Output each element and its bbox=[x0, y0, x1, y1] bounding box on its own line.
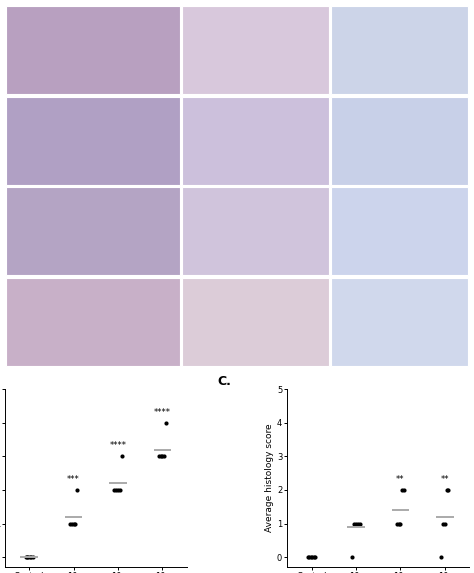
Point bbox=[22, 552, 29, 562]
Bar bbox=[331, 97, 468, 185]
Point bbox=[304, 552, 312, 562]
Text: ***: *** bbox=[67, 475, 80, 484]
Text: **: ** bbox=[440, 475, 449, 484]
Bar bbox=[182, 187, 329, 275]
Point bbox=[157, 452, 164, 461]
Point bbox=[439, 519, 447, 528]
Point bbox=[155, 452, 163, 461]
Point bbox=[311, 552, 319, 562]
Point bbox=[438, 552, 445, 562]
Point bbox=[159, 452, 166, 461]
Bar bbox=[331, 278, 468, 366]
Bar bbox=[331, 187, 468, 275]
Text: ****: **** bbox=[154, 407, 171, 417]
Point bbox=[398, 485, 406, 494]
Point bbox=[397, 519, 404, 528]
Point bbox=[161, 452, 168, 461]
Point bbox=[356, 519, 363, 528]
Point bbox=[309, 552, 316, 562]
Point bbox=[66, 519, 74, 528]
Text: ****: **** bbox=[109, 441, 127, 450]
Bar bbox=[6, 278, 180, 366]
Point bbox=[68, 519, 76, 528]
Point bbox=[307, 552, 315, 562]
Text: A.: A. bbox=[0, 0, 1, 4]
Point bbox=[27, 552, 35, 562]
Point bbox=[73, 485, 81, 494]
Point bbox=[118, 452, 126, 461]
Point bbox=[111, 485, 118, 494]
Point bbox=[441, 519, 448, 528]
Point bbox=[445, 485, 452, 494]
Point bbox=[29, 552, 36, 562]
Point bbox=[443, 485, 450, 494]
Bar bbox=[182, 6, 329, 95]
Point bbox=[70, 519, 77, 528]
Point bbox=[400, 485, 408, 494]
Text: C.: C. bbox=[218, 375, 232, 388]
Point bbox=[395, 519, 402, 528]
Point bbox=[393, 519, 401, 528]
Point bbox=[306, 552, 313, 562]
Point bbox=[352, 519, 360, 528]
Point bbox=[72, 519, 79, 528]
Text: **: ** bbox=[396, 475, 405, 484]
Point bbox=[23, 552, 31, 562]
Bar bbox=[331, 6, 468, 95]
Point bbox=[310, 552, 318, 562]
Point bbox=[26, 552, 34, 562]
Bar bbox=[6, 97, 180, 185]
Point bbox=[112, 485, 120, 494]
Bar bbox=[6, 6, 180, 95]
Point bbox=[116, 485, 124, 494]
Point bbox=[354, 519, 362, 528]
Point bbox=[114, 485, 122, 494]
Point bbox=[350, 519, 358, 528]
Bar bbox=[182, 278, 329, 366]
Y-axis label: Average histology score: Average histology score bbox=[265, 424, 274, 532]
Point bbox=[25, 552, 32, 562]
Bar bbox=[182, 97, 329, 185]
Point bbox=[348, 552, 356, 562]
Point bbox=[162, 418, 170, 427]
Bar bbox=[6, 187, 180, 275]
